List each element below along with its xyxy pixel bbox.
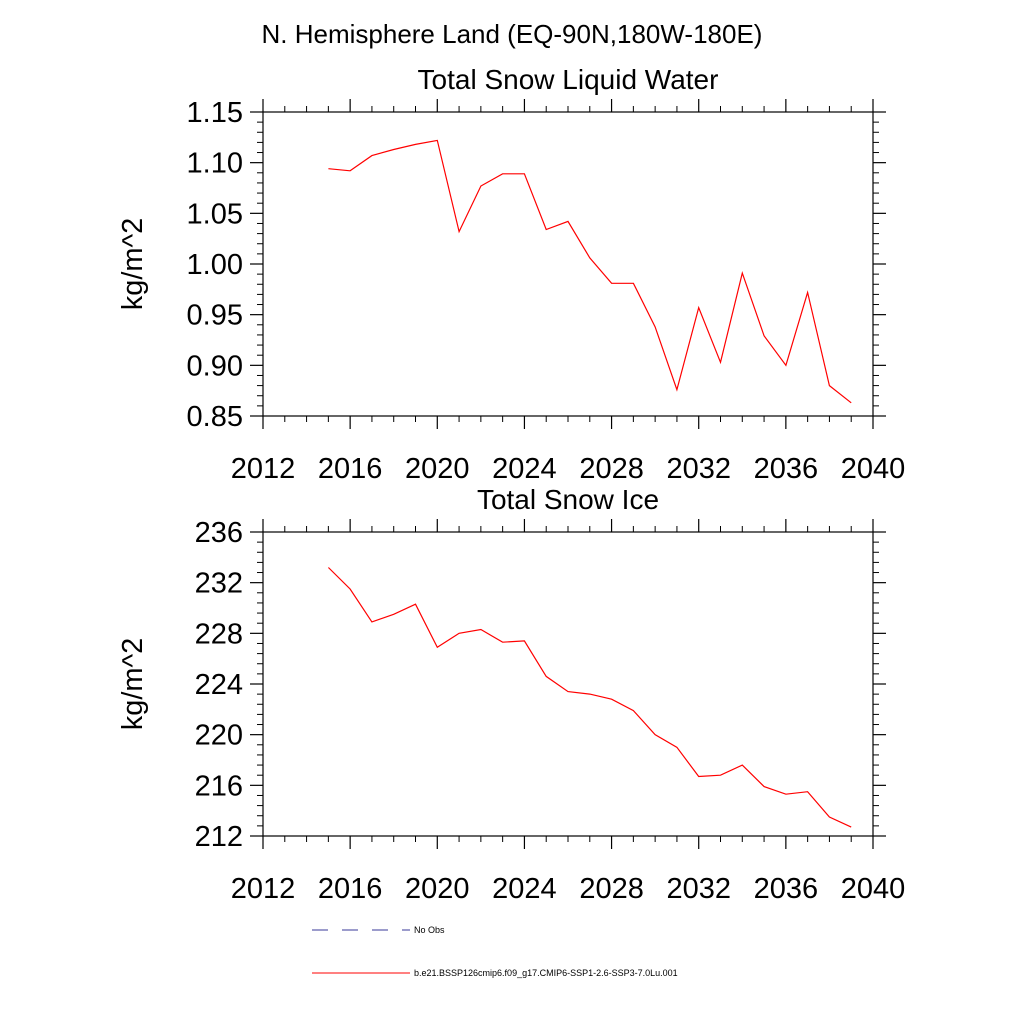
x-tick-label: 2020 [405, 873, 470, 905]
y-axis-label: kg/m^2 [117, 638, 149, 731]
x-tick-label: 2016 [318, 453, 383, 485]
plot-frame [262, 111, 874, 417]
chart-title: Total Snow Ice [477, 484, 659, 515]
y-tick-label: 220 [195, 720, 243, 752]
y-tick-label: 228 [195, 618, 243, 650]
figure-title: N. Hemisphere Land (EQ-90N,180W-180E) [262, 19, 763, 49]
y-tick-label: 224 [195, 669, 243, 701]
x-tick-label: 2028 [579, 453, 644, 485]
x-tick-label: 2020 [405, 453, 470, 485]
legend: No Obs b.e21.BSSP126cmip6.f09_g17.CMIP6-S… [312, 925, 678, 978]
y-axis-label: kg/m^2 [117, 218, 149, 311]
y-tick-label: 1.05 [187, 198, 243, 230]
y-tick-label: 232 [195, 568, 243, 600]
y-tick-label: 0.85 [187, 401, 243, 433]
x-tick-label: 2036 [754, 873, 819, 905]
x-tick-label: 2024 [492, 873, 557, 905]
x-tick-label: 2016 [318, 873, 383, 905]
x-tick-label: 2032 [666, 873, 731, 905]
series-line [328, 139, 852, 404]
y-tick-label: 0.95 [187, 300, 243, 332]
x-tick-label: 2024 [492, 453, 557, 485]
y-tick-label: 0.90 [187, 350, 243, 382]
plot-frame [262, 531, 874, 837]
legend-label: No Obs [414, 925, 445, 935]
x-tick-label: 2036 [754, 453, 819, 485]
y-tick-label: 212 [195, 821, 243, 853]
x-tick-label: 2032 [666, 453, 731, 485]
chart-panel-1: Total Snow Liquid Water kg/m^2 2012 2016 202… [117, 64, 905, 485]
chart-title: Total Snow Liquid Water [418, 64, 719, 95]
y-tick-label: 1.15 [187, 97, 243, 129]
x-tick-label: 2040 [841, 453, 906, 485]
x-tick-label: 2028 [579, 873, 644, 905]
x-tick-label: 2012 [231, 873, 296, 905]
y-tick-label: 236 [195, 517, 243, 549]
x-tick-label: 2012 [231, 453, 296, 485]
panels: Total Snow Liquid Water kg/m^2 2012 2016 202… [117, 64, 905, 905]
chart-panel-2: Total Snow Ice kg/m^2 2012 2016 2020 2024 2028… [117, 484, 905, 905]
y-tick-label: 1.00 [187, 249, 243, 281]
legend-label: b.e21.BSSP126cmip6.f09_g17.CMIP6-SSP1-2.… [414, 968, 678, 978]
y-tick-label: 1.10 [187, 148, 243, 180]
x-tick-label: 2040 [841, 873, 906, 905]
series-line [327, 567, 852, 828]
y-tick-label: 216 [195, 770, 243, 802]
